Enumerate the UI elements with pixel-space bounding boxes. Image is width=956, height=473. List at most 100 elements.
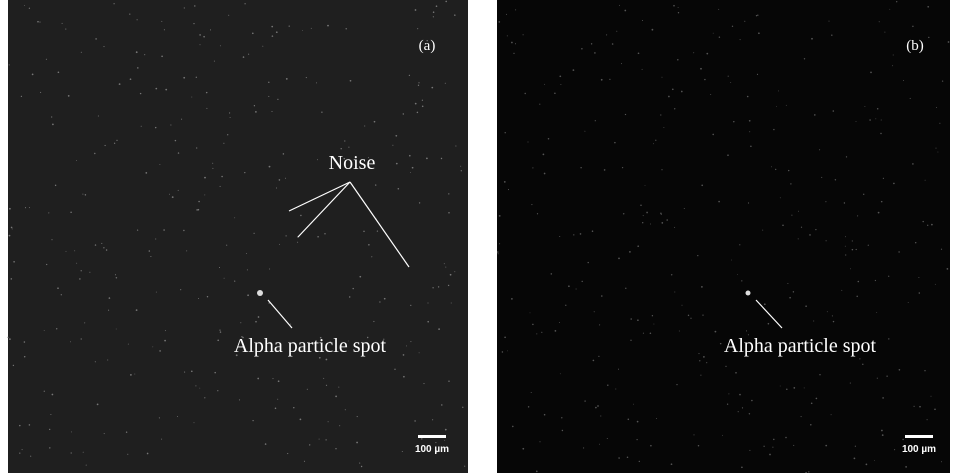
spot-a	[257, 290, 263, 296]
noise-dot	[409, 155, 411, 157]
noise-dot	[562, 430, 563, 431]
noise-dot	[141, 126, 142, 127]
noise-dot	[229, 112, 230, 113]
panel-b-image	[497, 0, 950, 473]
noise-dot	[357, 416, 358, 417]
noise-dot	[882, 397, 884, 399]
noise-dot	[95, 38, 97, 40]
noise-dot	[410, 172, 411, 173]
noise-dot	[198, 298, 199, 299]
noise-dot	[321, 112, 322, 113]
noise-dot	[638, 52, 640, 54]
noise-dot	[194, 5, 195, 6]
noise-dot	[595, 120, 596, 121]
noise-dot	[728, 76, 729, 77]
noise-dot	[406, 345, 407, 346]
noise-dot	[856, 296, 857, 297]
noise-dot	[220, 186, 221, 187]
noise-dot	[277, 99, 278, 100]
noise-dot	[758, 32, 760, 34]
noise-dot	[698, 445, 699, 446]
noise-dot	[855, 446, 856, 447]
noise-dot	[801, 416, 802, 417]
noise-dot	[84, 322, 85, 323]
noise-dot	[25, 207, 26, 208]
noise-dot	[269, 269, 270, 270]
noise-dot	[788, 170, 789, 171]
noise-dot	[49, 429, 50, 430]
noise-dot	[155, 88, 157, 90]
noise-dot	[136, 51, 138, 53]
noise-dot	[786, 105, 787, 106]
noise-dot	[762, 230, 763, 231]
noise-dot	[512, 426, 514, 428]
noise-dot	[720, 343, 722, 345]
noise-dot	[597, 405, 599, 407]
noise-dot	[751, 400, 753, 402]
noise-dot	[715, 331, 717, 333]
noise-dot	[279, 244, 280, 245]
noise-dot	[573, 234, 574, 235]
noise-dot	[615, 389, 616, 390]
noise-dot	[798, 211, 799, 212]
noise-dot	[412, 167, 414, 169]
noise-dot	[19, 425, 20, 426]
noise-dot	[678, 12, 679, 13]
noise-dot	[507, 35, 508, 36]
noise-dot	[742, 407, 743, 408]
noise-dot	[9, 235, 11, 237]
noise-dot	[448, 212, 450, 214]
noise-dot	[40, 92, 41, 93]
noise-dot	[441, 158, 442, 159]
noise-dot	[130, 78, 132, 80]
noise-dot	[375, 184, 376, 185]
noise-dot	[809, 234, 811, 236]
noise-dot	[925, 180, 926, 181]
noise-dot	[643, 333, 644, 334]
noise-dot	[433, 16, 434, 17]
noise-dot	[324, 233, 325, 234]
noise-dot	[436, 5, 438, 7]
noise-dot	[155, 127, 156, 128]
noise-dot	[230, 117, 231, 118]
noise-dot	[498, 253, 499, 254]
noise-dot	[660, 114, 661, 115]
noise-dot	[561, 417, 562, 418]
noise-dot	[869, 119, 871, 121]
noise-dot	[677, 59, 679, 61]
noise-dot	[438, 328, 440, 330]
noise-dot	[805, 305, 807, 307]
noise-dot	[674, 108, 675, 109]
noise-dot	[739, 394, 741, 396]
noise-dot	[341, 148, 342, 149]
noise-dot	[345, 409, 346, 410]
noise-dot	[819, 374, 820, 375]
noise-dot	[268, 96, 269, 97]
noise-dot	[877, 108, 879, 110]
noise-dot	[350, 80, 352, 82]
noise-dot	[936, 148, 937, 149]
noise-dot	[793, 291, 794, 292]
noise-dot	[682, 305, 683, 306]
noise-dot	[786, 389, 788, 391]
scale-label: 100 µm	[415, 444, 449, 455]
noise-dot	[747, 96, 749, 98]
noise-dot	[107, 359, 108, 360]
noise-dot	[275, 408, 277, 410]
noise-dot	[666, 219, 668, 221]
noise-dot	[912, 26, 913, 27]
noise-dot	[594, 52, 596, 54]
noise-dot	[29, 8, 30, 9]
noise-dot	[833, 321, 834, 322]
noise-dot	[835, 179, 836, 180]
noise-dot	[580, 233, 582, 235]
noise-dot	[364, 125, 365, 126]
noise-dot	[57, 287, 59, 289]
noise-dot	[645, 185, 646, 186]
noise-dot	[368, 244, 370, 246]
noise-dot	[377, 230, 378, 231]
noise-dot	[255, 111, 257, 113]
noise-dot	[339, 425, 340, 426]
noise-dot	[532, 167, 533, 168]
noise-dot	[928, 37, 929, 38]
